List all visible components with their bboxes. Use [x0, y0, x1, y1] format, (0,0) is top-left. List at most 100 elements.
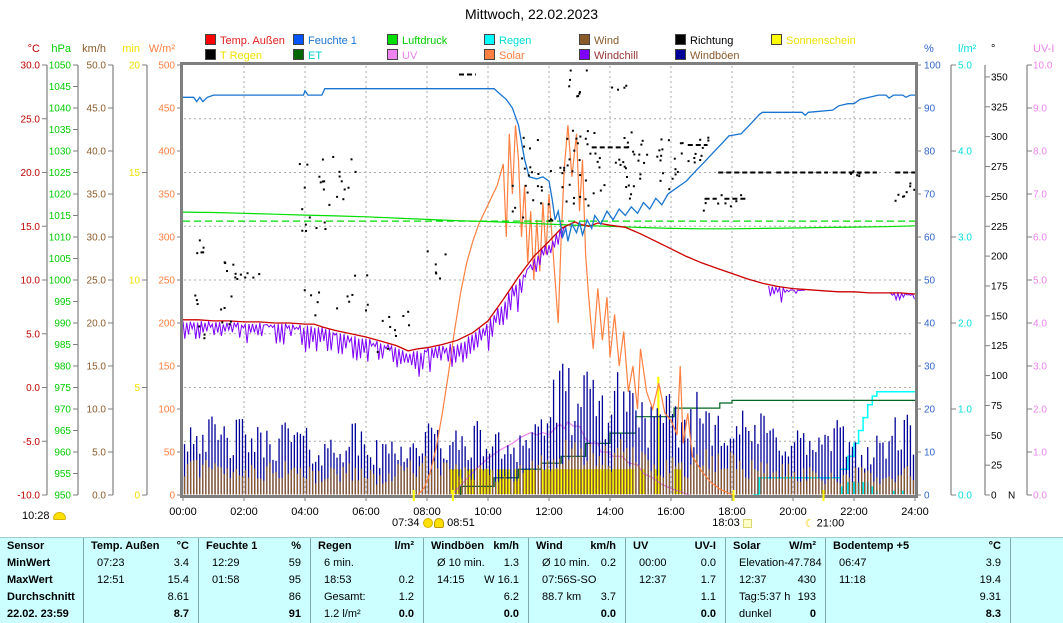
series-richtung-dot — [717, 202, 720, 205]
sun-event-1028: 10:28 — [22, 510, 69, 522]
cell-time — [626, 606, 639, 623]
col-name: Windböen — [431, 540, 485, 552]
axis-label-deg-zero: N — [1008, 491, 1015, 502]
cell-time: 07:23 — [97, 557, 125, 569]
series-richtung-dot — [203, 337, 206, 340]
legend-swatch — [387, 49, 398, 60]
series-richtung-dot — [578, 159, 581, 162]
table-col-regen: Regen l/m² 6 min. 18:53 0.2 Gesamt: 1.2 1.2 l/m… — [310, 538, 423, 623]
series-richtung-dot — [531, 171, 534, 174]
series-richtung-dot — [687, 160, 690, 163]
series-richtung-dot — [364, 309, 367, 312]
table-col-temp-au-en: Temp. Außen °C 07:23 3.4 12:51 15.4 8.61 8.7 — [83, 538, 198, 623]
series-luftdruck — [182, 211, 916, 230]
legend-label: T Regen — [220, 50, 262, 62]
series-richtung-dot — [316, 301, 319, 304]
legend-item-luftdruck: Luftdruck — [387, 34, 447, 47]
axis-label-lm2: 0.0 — [958, 491, 972, 502]
axis-unit-tempC: °C — [28, 43, 40, 55]
legend-item-richtung: Richtung — [675, 34, 733, 47]
axis-label-hpa: 980 — [54, 362, 71, 373]
series-richtung-dot — [324, 228, 327, 231]
axis-label-kmh: 25.0 — [87, 276, 107, 287]
series-richtung-dot — [252, 276, 255, 279]
series-richtung-dot — [619, 163, 622, 166]
series-richtung-dot — [578, 92, 581, 95]
axis-label-deg: 350 — [991, 72, 1008, 83]
cell-time: 1.2 l/m² — [324, 608, 361, 620]
series-richtung-dot — [618, 158, 621, 161]
cell-time: Ø 10 min. — [542, 557, 590, 569]
series-richtung-dot — [202, 246, 205, 249]
series-richtung-dot — [668, 188, 671, 191]
cell-time: 14:15 — [437, 574, 465, 586]
cell-value: 0.0 — [503, 608, 519, 620]
sun-event-time: 18:03 — [712, 517, 740, 529]
series-richtung-dot — [407, 310, 410, 313]
series-richtung-dot — [258, 273, 261, 276]
col-name: Solar — [733, 540, 761, 552]
legend-label: Feuchte 1 — [308, 35, 357, 47]
axis-unit-min: min — [122, 43, 140, 55]
series-richtung-dot — [386, 347, 389, 350]
series-richtung-dot — [592, 192, 595, 195]
series-richtung-dot — [856, 174, 859, 177]
axis-label-pct: 30 — [924, 362, 936, 373]
series-sonnenschein — [478, 469, 492, 494]
axis-label-deg: 50 — [991, 431, 1003, 442]
axis-label-hpa: 1025 — [49, 168, 72, 179]
col-name: Temp. Außen — [91, 540, 160, 552]
cell-time: 06:47 — [839, 557, 867, 569]
cell-time: Ø 10 min. — [437, 557, 485, 569]
series-richtung-dot — [625, 84, 628, 87]
series-richtung-dot — [244, 276, 247, 279]
axis-label-pct: 0 — [924, 491, 930, 502]
axis-label-lm2: 3.0 — [958, 233, 972, 244]
series-richtung-dot — [707, 139, 710, 142]
series-richtung-dot — [659, 179, 662, 182]
x-tick-label: 02:00 — [230, 506, 258, 518]
series-richtung-dot — [549, 218, 552, 221]
cell-value: 19.4 — [979, 574, 1001, 586]
series-richtung-dot — [586, 143, 589, 146]
series-richtung-dot — [671, 177, 674, 180]
sun-event-0734: 07:34 — [369, 517, 459, 529]
axis-label-hpa: 960 — [54, 448, 71, 459]
axis-label-pct: 10 — [924, 448, 936, 459]
series-richtung-dot — [434, 271, 437, 274]
series-richtung-dot — [587, 204, 590, 207]
cell-time: 18:53 — [324, 574, 352, 586]
series-richtung-dot — [203, 333, 206, 336]
series-richtung-dot — [229, 320, 232, 323]
axis-label-tempC: -5.0 — [23, 437, 41, 448]
series-richtung-dot — [308, 216, 311, 219]
series-richtung-dot — [632, 150, 635, 153]
series-richtung-dot — [230, 295, 233, 298]
series-richtung-dot — [540, 185, 543, 188]
axis-label-deg: 100 — [991, 371, 1008, 382]
series-richtung-dot — [319, 181, 322, 184]
series-richtung-dot — [195, 299, 198, 302]
axis-label-kmh: 45.0 — [87, 104, 107, 115]
series-richtung-dot — [322, 188, 325, 191]
x-tick-label: 22:00 — [840, 506, 868, 518]
legend-label: Wind — [594, 35, 620, 47]
axis-label-min: 10 — [129, 276, 141, 287]
series-richtung-dot — [511, 210, 514, 213]
axis-label-uvi: 1.0 — [1033, 448, 1047, 459]
series-richtung-dot — [584, 198, 587, 201]
series-richtung-dot — [852, 170, 855, 173]
series-richtung-dot — [198, 325, 201, 328]
series-richtung-dot — [234, 272, 237, 275]
axis-label-kmh: 15.0 — [87, 362, 107, 373]
legend-swatch — [484, 34, 495, 45]
series-richtung-dot — [575, 137, 578, 140]
series-richtung-dot — [559, 166, 562, 169]
series-richtung-dot — [223, 307, 226, 310]
series-richtung-dot — [639, 177, 642, 180]
axis-unit-deg: ° — [991, 43, 995, 55]
series-richtung-dot — [897, 193, 900, 196]
series-richtung-dot — [571, 170, 574, 173]
series-richtung-dot — [366, 274, 369, 277]
axis-label-deg: 75 — [991, 401, 1003, 412]
